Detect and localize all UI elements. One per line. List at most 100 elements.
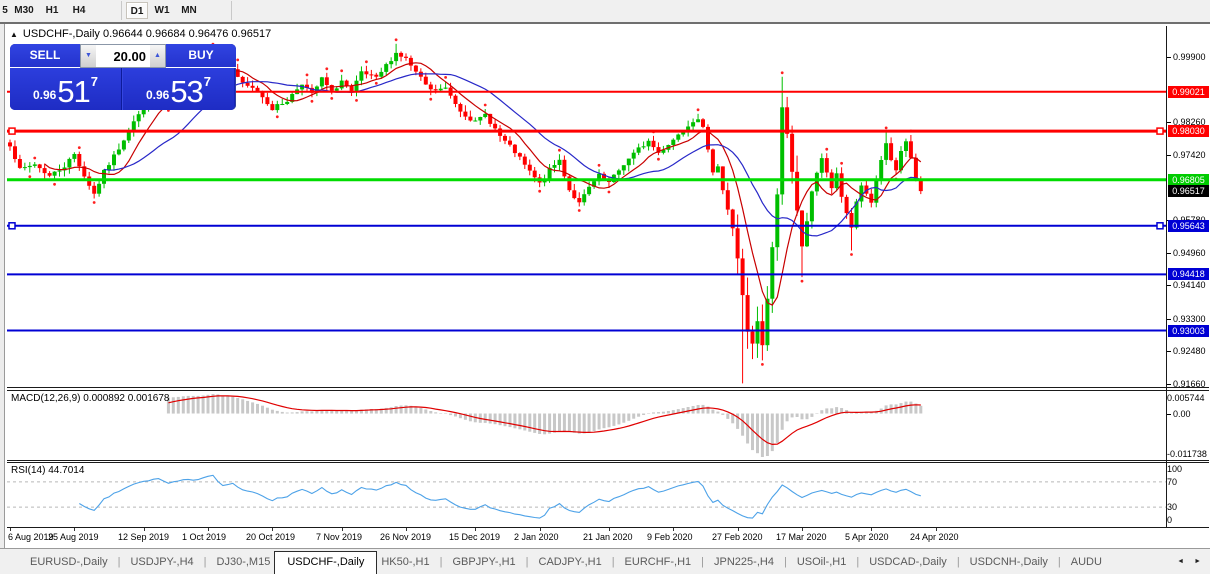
chart-tab[interactable]: USOil-,H1 <box>796 556 847 568</box>
macd-histogram-bar <box>201 395 205 414</box>
chart-tab[interactable]: EURCHF-,H1 <box>624 556 692 568</box>
candle-body <box>913 157 918 180</box>
chart-tab[interactable]: USDCAD-,Daily <box>869 556 947 568</box>
macd-histogram-bar <box>676 409 680 414</box>
macd-histogram-bar <box>493 413 497 425</box>
collapse-triangle-icon[interactable]: ▲ <box>10 30 18 39</box>
time-tick-mark <box>673 528 674 531</box>
price-chart-canvas[interactable] <box>7 26 1166 386</box>
chart-tab[interactable]: DJ30-,M15 <box>216 556 271 568</box>
chart-tab[interactable]: JPN225-,H4 <box>714 556 774 568</box>
candle-body <box>503 135 507 141</box>
level-handle[interactable] <box>1156 127 1164 135</box>
buy-price-display[interactable]: 0.96 53 7 <box>122 68 234 110</box>
chart-tab[interactable]: USDCHF-,Daily <box>274 550 378 574</box>
time-tick-label: 20 Oct 2019 <box>246 532 296 542</box>
tab-separator: | <box>701 556 705 568</box>
candle-body <box>651 140 656 148</box>
timeframe-button-w1[interactable]: W1 <box>154 5 170 16</box>
macd-histogram-bar <box>350 411 354 414</box>
candle-body <box>453 95 458 104</box>
macd-histogram-bar <box>647 413 651 414</box>
fractal-up-icon <box>236 58 240 62</box>
chart-tab[interactable]: CADJPY-,H1 <box>538 556 602 568</box>
macd-histogram-bar <box>840 408 844 414</box>
candle-body <box>809 191 814 222</box>
tab-separator: | <box>525 556 529 568</box>
volume-increase-button[interactable]: ▲ <box>150 45 165 67</box>
fractal-up-icon <box>483 103 487 107</box>
macd-pane-canvas[interactable] <box>7 391 1166 460</box>
price-axis[interactable]: 0.999000.982600.974200.957800.949600.941… <box>1167 26 1210 527</box>
timeframe-button-5[interactable]: 5 <box>2 5 8 16</box>
rsi-pane-top-border <box>7 462 1209 463</box>
candle-body <box>270 104 275 111</box>
macd-histogram-bar <box>300 411 304 414</box>
macd-histogram-bar <box>622 413 626 423</box>
price-tick-label: 0.99900 <box>1167 52 1206 62</box>
buy-price-prefix: 0.96 <box>145 88 170 102</box>
tab-scroll-left-icon[interactable]: ◄ <box>1177 558 1185 565</box>
candle-body <box>344 80 349 86</box>
candle-body <box>280 104 285 105</box>
macd-histogram-bar <box>597 413 601 430</box>
level-handle[interactable] <box>8 127 16 135</box>
chart-tab[interactable]: EURUSD-,Daily <box>30 556 108 568</box>
chart-window[interactable]: ▲ USDCHF-,Daily 0.96644 0.96684 0.96476 0… <box>0 24 1210 548</box>
macd-histogram-bar <box>592 413 596 432</box>
timeframe-button-d1[interactable]: D1 <box>126 2 148 19</box>
candle-body <box>765 298 770 346</box>
chart-tab[interactable]: GBPJPY-,H1 <box>452 556 516 568</box>
macd-histogram-bar <box>587 413 591 433</box>
tab-scroll-right-icon[interactable]: ► <box>1194 558 1201 565</box>
timeframe-button-h4[interactable]: H4 <box>72 5 86 16</box>
macd-histogram-bar <box>736 413 740 429</box>
candle-body <box>77 154 82 167</box>
buy-button[interactable]: BUY <box>166 44 236 68</box>
level-handle[interactable] <box>8 222 16 230</box>
pane-separator[interactable] <box>7 387 1209 388</box>
candle-body <box>374 74 379 77</box>
time-tick-label: 24 Apr 2020 <box>910 532 959 542</box>
sell-price-display[interactable]: 0.96 51 7 <box>10 68 122 110</box>
macd-histogram-bar <box>216 394 220 414</box>
macd-histogram-bar <box>374 409 378 414</box>
candle-body <box>661 149 666 153</box>
chart-tab[interactable]: HK50-,H1 <box>381 556 430 568</box>
fractal-down-icon <box>53 182 56 186</box>
candle-body <box>602 173 606 179</box>
macd-histogram-bar <box>795 413 799 417</box>
level-handle[interactable] <box>1156 222 1164 230</box>
tab-separator: | <box>783 556 787 568</box>
time-axis[interactable]: 6 Aug 2019 25 Aug 2019 12 Sep 2019 1 Oct 20… <box>7 528 1209 548</box>
candle-body <box>399 52 404 57</box>
macd-histogram-bar <box>582 413 586 434</box>
timeframe-toolbar: 5 M30 H1 H4 D1 W1 MN <box>0 0 1210 22</box>
candle-body <box>854 201 859 228</box>
candle-body <box>775 194 780 248</box>
timeframe-button-m30[interactable]: M30 <box>14 5 34 16</box>
timeframe-button-h1[interactable]: H1 <box>45 5 59 16</box>
tab-separator: | <box>956 556 960 568</box>
tick-mark <box>1167 57 1171 59</box>
candle-body <box>706 126 710 150</box>
macd-histogram-bar <box>211 394 215 414</box>
sell-button[interactable]: SELL <box>10 44 80 68</box>
volume-input[interactable] <box>96 45 150 67</box>
chart-tab[interactable]: USDCNH-,Daily <box>969 556 1048 568</box>
macd-histogram-bar <box>756 413 759 454</box>
candle-body <box>255 87 260 92</box>
macd-histogram-bar <box>404 405 408 414</box>
candle-body <box>349 86 354 91</box>
timeframe-button-mn[interactable]: MN <box>181 5 197 16</box>
volume-decrease-button[interactable]: ▼ <box>81 45 96 67</box>
candle-body <box>592 181 597 187</box>
macd-histogram-bar <box>637 413 641 417</box>
chart-tab[interactable]: USDJPY-,H4 <box>130 556 194 568</box>
price-level-badge: 0.96805 <box>1168 174 1209 186</box>
chart-tab[interactable]: AUDU <box>1070 556 1102 568</box>
rsi-pane-canvas[interactable] <box>7 463 1166 526</box>
candle-body <box>443 87 448 89</box>
macd-pane-bottom-border[interactable] <box>7 460 1209 461</box>
macd-histogram-bar <box>577 413 581 434</box>
